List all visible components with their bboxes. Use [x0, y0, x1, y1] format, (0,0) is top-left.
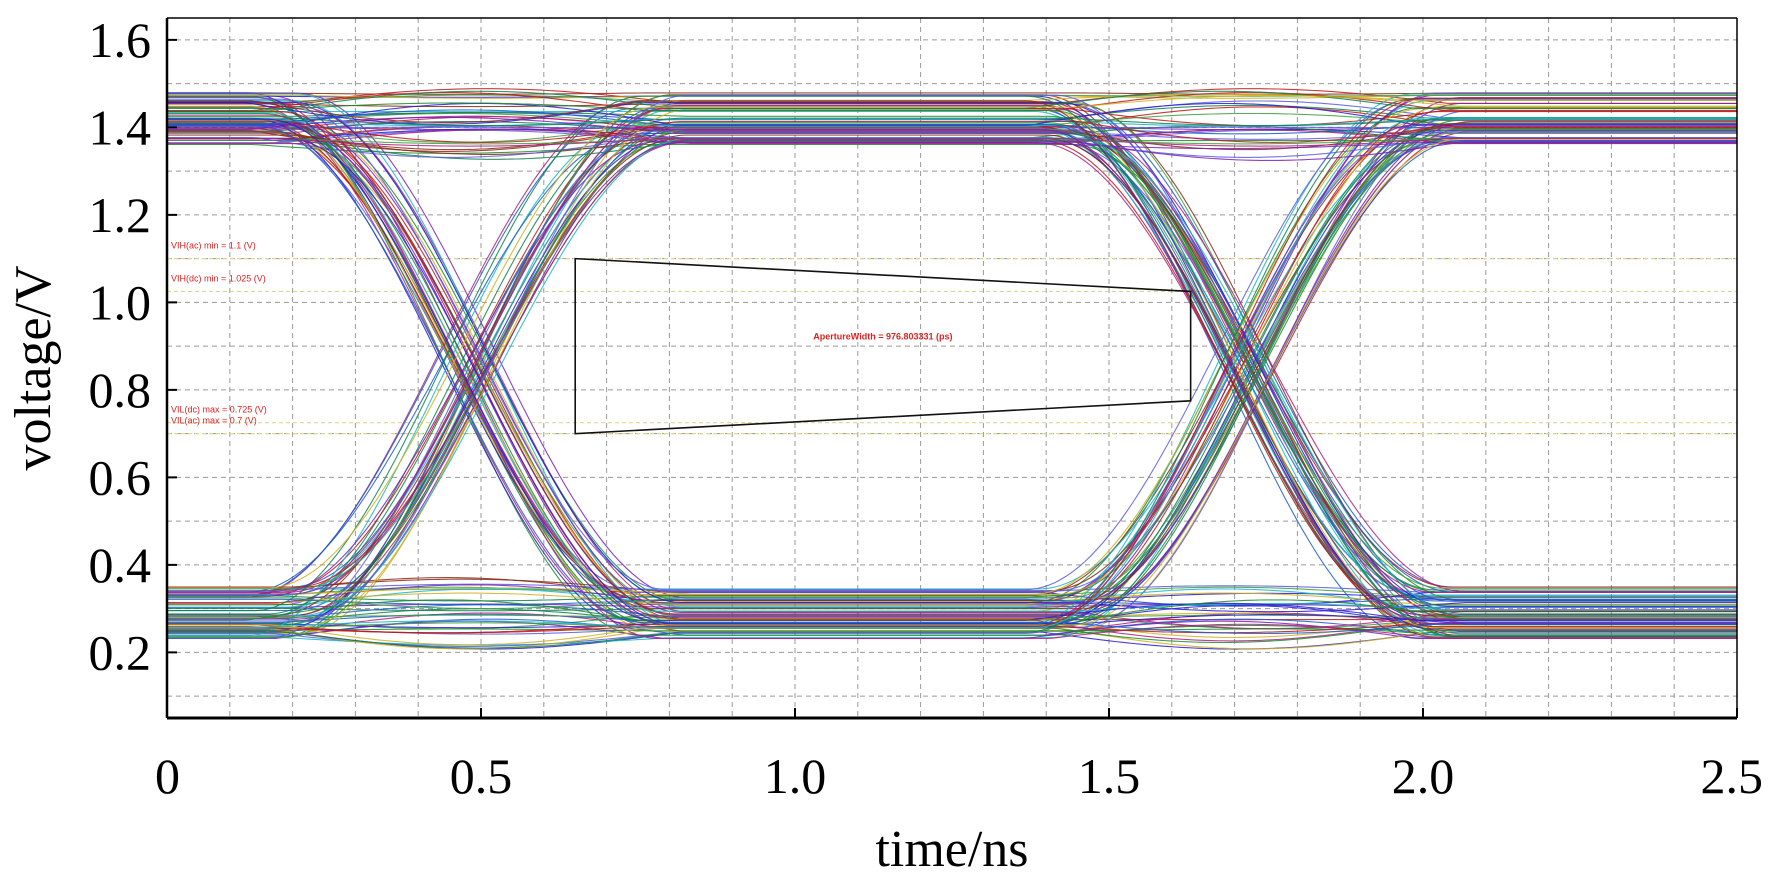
y-tick-label: 1.2: [89, 187, 152, 243]
eye-trace: [167, 98, 1737, 591]
eye-trace: [167, 99, 1737, 604]
eye-trace: [167, 592, 1737, 605]
eye-trace: [167, 137, 1737, 625]
eye-trace: [167, 129, 1737, 596]
y-tick-label: 0.8: [89, 362, 152, 418]
eye-trace: [167, 121, 1737, 636]
y-tick-label: 0.2: [89, 624, 152, 680]
aperture-label: ApertureWidth = 976.803331 (ps): [813, 332, 952, 342]
eye-trace: [167, 119, 1737, 646]
eye-trace: [167, 105, 1737, 593]
eye-trace: [167, 109, 1737, 602]
eye-trace: [167, 128, 1737, 610]
eye-trace: [167, 124, 1737, 620]
eye-trace: [167, 138, 1737, 646]
x-tick-label: 1.5: [1078, 748, 1141, 804]
x-tick-label: 0: [155, 748, 180, 804]
y-tick-label: 1.4: [89, 99, 152, 155]
eye-trace: [167, 127, 1737, 621]
eye-trace: [167, 132, 1737, 647]
eye-trace: [167, 96, 1737, 605]
y-tick-label: 1.0: [89, 274, 152, 330]
eye-trace: [167, 139, 1737, 626]
eye-trace: [167, 106, 1737, 604]
eye-trace: [167, 129, 1737, 145]
eye-trace: [167, 104, 1737, 619]
eye-trace: [167, 141, 1737, 597]
eye-trace: [167, 94, 1737, 638]
eye-trace: [167, 103, 1737, 642]
eye-trace: [167, 123, 1737, 638]
eye-trace: [167, 93, 1737, 626]
y-tick-label: 1.6: [89, 12, 152, 68]
eye-trace: [167, 90, 1737, 110]
threshold-label: VIH(ac) min = 1.1 (V): [171, 241, 256, 251]
eye-trace: [167, 117, 1737, 628]
x-tick-label: 2.0: [1392, 748, 1455, 804]
eye-trace: [167, 124, 1737, 627]
eye-trace: [167, 107, 1737, 603]
eye-trace: [167, 110, 1737, 635]
eye-trace: [167, 127, 1737, 151]
eye-trace: [167, 598, 1737, 606]
eye-trace: [167, 111, 1737, 619]
eye-trace: [167, 118, 1737, 127]
eye-trace: [167, 124, 1737, 628]
eye-trace: [167, 123, 1737, 625]
eye-trace: [167, 92, 1737, 607]
eye-trace: [167, 116, 1737, 624]
eye-trace: [167, 132, 1737, 607]
eye-trace: [167, 123, 1737, 615]
eye-trace: [167, 101, 1737, 613]
y-tick-label: 0.6: [89, 449, 152, 505]
axes-layer: [165, 17, 1738, 720]
eye-trace: [167, 112, 1737, 602]
eye-trace: [167, 141, 1737, 595]
eye-trace: [167, 123, 1737, 627]
eye-trace: [167, 93, 1737, 635]
eye-trace: [167, 126, 1737, 596]
eye-trace: [167, 137, 1737, 147]
eye-trace: [167, 134, 1737, 638]
x-tick-label: 0.5: [450, 748, 513, 804]
eye-trace: [167, 588, 1737, 608]
eye-trace: [167, 94, 1737, 635]
x-axis-title: time/ns: [875, 821, 1028, 878]
eye-trace: [167, 130, 1737, 639]
eye-trace: [167, 120, 1737, 143]
aperture-box: [574, 257, 1192, 435]
eye-trace: [167, 129, 1737, 625]
eye-trace: [167, 124, 1737, 616]
eye-trace: [167, 628, 1737, 632]
aperture-layer: ApertureWidth = 976.803331 (ps): [574, 257, 1192, 435]
threshold-label: VIH(dc) min = 1.025 (V): [171, 273, 266, 283]
eye-trace: [167, 97, 1737, 634]
eye-trace: [167, 599, 1737, 621]
threshold-label: VIL(ac) max = 0.7 (V): [171, 416, 257, 426]
eye-trace: [167, 130, 1737, 638]
eye-trace: [167, 97, 1737, 649]
eye-trace: [167, 124, 1737, 635]
eye-trace: [167, 102, 1737, 606]
eye-trace: [167, 102, 1737, 607]
x-tick-label: 2.5: [1701, 748, 1764, 804]
tick-layer: 0 0.5 1.0 1.5 2.0 2.5 0.2 0.4 0.6 0.8 1.0 1.2 1.4 1.6: [89, 12, 1764, 804]
trace-layer: [167, 88, 1737, 650]
eye-trace: [167, 124, 1737, 637]
eye-trace: [167, 102, 1737, 126]
eye-trace: [167, 100, 1737, 613]
eye-trace: [167, 117, 1737, 602]
eye-trace: [167, 94, 1737, 589]
threshold-label: VIL(dc) max = 0.725 (V): [171, 405, 267, 415]
eye-trace: [167, 94, 1737, 630]
y-axis-title: voltage/V: [5, 265, 62, 470]
eye-trace: [167, 105, 1737, 639]
y-tick-label: 0.4: [89, 537, 152, 593]
eye-trace: [167, 106, 1737, 630]
x-tick-label: 1.0: [764, 748, 827, 804]
